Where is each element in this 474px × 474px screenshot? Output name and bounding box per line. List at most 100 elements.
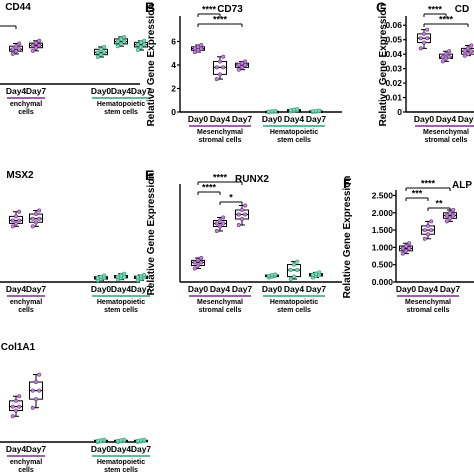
data-point xyxy=(266,273,271,278)
data-point xyxy=(122,271,127,276)
data-point xyxy=(122,437,127,442)
data-point xyxy=(273,272,278,277)
significance-label: **** xyxy=(421,179,436,189)
data-point xyxy=(440,55,445,60)
data-point xyxy=(99,52,104,57)
data-point xyxy=(240,61,245,66)
data-point xyxy=(418,46,423,51)
significance-label: **** xyxy=(213,173,228,183)
x-tick-label: Day4 xyxy=(6,86,27,96)
data-point xyxy=(221,65,226,70)
y-axis-label: Relative Gene Expression xyxy=(146,173,157,296)
data-point xyxy=(10,404,15,409)
y-tick-label: 0 xyxy=(171,107,176,117)
data-point xyxy=(291,107,296,112)
x-tick-label: Day7 xyxy=(232,284,253,294)
data-point xyxy=(142,272,147,277)
x-tick-label: Day4 xyxy=(418,284,439,294)
data-point xyxy=(451,213,456,218)
data-point xyxy=(418,36,423,41)
data-point xyxy=(236,223,241,228)
x-tick-label: Day7 xyxy=(26,86,47,96)
data-point xyxy=(221,54,226,59)
x-tick-label: Day4 xyxy=(6,284,27,294)
data-point xyxy=(196,258,201,263)
data-point xyxy=(444,213,449,218)
data-point xyxy=(291,274,296,279)
data-point xyxy=(115,44,120,49)
group-label: stem cells xyxy=(104,467,138,474)
group-label: cells xyxy=(18,467,34,474)
x-tick-label: Day0 xyxy=(188,114,209,124)
x-tick-label: Day0 xyxy=(262,284,283,294)
data-point xyxy=(266,109,271,114)
group-label: Hematopoietic xyxy=(270,299,318,306)
x-tick-label: Day0 xyxy=(188,284,209,294)
data-point xyxy=(447,210,452,215)
y-axis-label: Relative Gene Expression xyxy=(146,4,157,127)
data-point xyxy=(14,214,19,219)
data-point xyxy=(240,65,245,70)
panel-label: F xyxy=(343,175,352,191)
data-point xyxy=(30,405,35,410)
data-point xyxy=(33,45,38,50)
x-tick-label: Day4 xyxy=(210,114,231,124)
y-tick-label: 0.000 xyxy=(372,277,394,287)
data-point xyxy=(465,46,470,51)
data-point xyxy=(196,263,201,268)
group-label: enchymal xyxy=(10,299,42,306)
x-tick-label: Day4 xyxy=(111,284,132,294)
data-point xyxy=(196,44,201,49)
y-tick-label: 4 xyxy=(171,60,176,70)
significance-label: **** xyxy=(213,15,228,25)
panel-c_panel: C CD Relative Gene Expression 0 0.01 0.02 0.03… xyxy=(376,0,474,144)
data-point xyxy=(135,275,140,280)
data-point xyxy=(139,40,144,45)
data-point xyxy=(218,59,223,64)
data-point xyxy=(313,271,318,276)
data-point xyxy=(14,49,19,54)
data-point xyxy=(33,212,38,217)
data-point xyxy=(288,276,293,281)
data-point xyxy=(218,218,223,223)
data-point xyxy=(10,218,15,223)
data-point xyxy=(135,48,140,53)
data-point xyxy=(407,241,412,246)
chart-title: MSX2 xyxy=(6,170,34,181)
data-point xyxy=(295,267,300,272)
data-point xyxy=(10,414,15,419)
data-point xyxy=(214,221,219,226)
data-point xyxy=(447,49,452,54)
group-label: stem cells xyxy=(104,307,138,314)
data-point xyxy=(429,219,434,224)
data-point xyxy=(135,438,140,443)
x-tick-label: Day4 xyxy=(284,284,305,294)
group-label: Mesenchymal xyxy=(197,129,243,136)
data-point xyxy=(425,27,430,32)
data-point xyxy=(422,228,427,233)
data-point xyxy=(37,372,42,377)
data-point xyxy=(444,219,449,224)
data-point xyxy=(119,36,124,41)
significance-label: **** xyxy=(202,5,217,15)
data-point xyxy=(313,108,318,113)
data-point xyxy=(214,65,219,70)
data-point xyxy=(236,212,241,217)
data-point xyxy=(236,62,241,67)
x-tick-label: Day7 xyxy=(232,114,253,124)
data-point xyxy=(115,274,120,279)
significance-label: * xyxy=(229,193,233,203)
data-point xyxy=(310,272,315,277)
data-point xyxy=(295,107,300,112)
x-tick-label: Day4 xyxy=(111,444,132,454)
data-point xyxy=(119,273,124,278)
chart-title: CD xyxy=(455,4,469,15)
data-point xyxy=(243,212,248,217)
data-point xyxy=(14,408,19,413)
data-point xyxy=(451,208,456,213)
data-point xyxy=(425,232,430,237)
data-point xyxy=(17,218,22,223)
